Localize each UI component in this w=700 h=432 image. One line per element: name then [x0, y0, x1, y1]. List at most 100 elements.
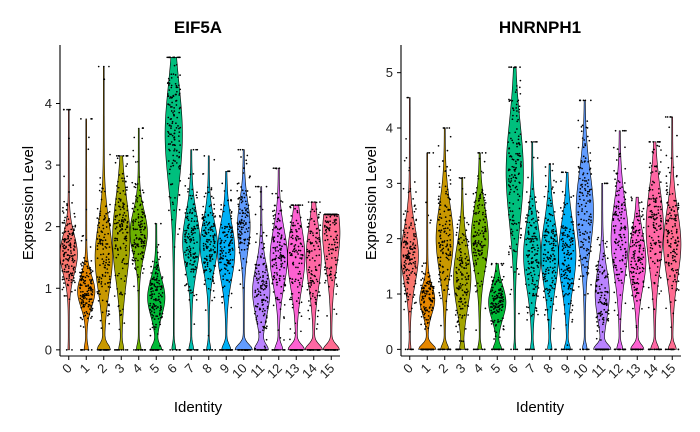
data-point: [508, 201, 511, 204]
data-point: [515, 103, 518, 106]
data-point: [466, 291, 468, 294]
data-point: [528, 284, 530, 286]
data-point: [280, 265, 283, 267]
data-point: [196, 215, 198, 218]
data-point: [223, 227, 226, 230]
data-point: [587, 236, 590, 239]
data-point: [228, 259, 230, 262]
data-point: [179, 126, 182, 129]
data-point: [132, 219, 135, 221]
data-point: [171, 201, 174, 204]
data-point: [292, 261, 295, 264]
data-point: [206, 241, 209, 243]
data-point: [475, 290, 477, 293]
data-point: [172, 95, 175, 98]
data-point: [567, 251, 570, 254]
data-point: [562, 225, 564, 227]
data-point: [204, 309, 207, 311]
data-point: [552, 230, 555, 233]
data-point: [104, 348, 106, 351]
data-point: [634, 242, 637, 244]
data-point: [193, 242, 196, 245]
data-point: [405, 294, 408, 297]
data-point: [256, 279, 259, 281]
data-point: [63, 175, 65, 178]
data-point: [473, 201, 476, 204]
data-point: [581, 241, 584, 244]
data-point: [437, 202, 440, 205]
data-point: [230, 306, 233, 309]
data-point: [571, 277, 574, 280]
data-point: [426, 322, 429, 324]
data-point: [225, 348, 228, 351]
data-point: [527, 230, 530, 233]
data-point: [476, 187, 478, 189]
data-point: [223, 246, 226, 248]
data-point: [276, 272, 278, 274]
data-point: [265, 320, 267, 322]
data-point: [306, 248, 309, 251]
data-point: [73, 212, 76, 215]
data-point: [258, 277, 260, 280]
data-point: [653, 165, 656, 168]
data-point: [598, 326, 600, 328]
x-tick-label: 1: [77, 361, 93, 377]
data-point: [266, 301, 269, 303]
data-point: [186, 217, 189, 220]
data-point: [545, 228, 548, 231]
data-point: [175, 162, 178, 164]
data-point: [63, 255, 65, 258]
data-point: [402, 267, 405, 270]
data-point: [579, 177, 581, 180]
data-point: [543, 314, 546, 316]
data-point: [569, 244, 572, 247]
data-point: [641, 270, 644, 273]
data-point: [96, 238, 99, 240]
data-point: [333, 219, 336, 221]
data-point: [309, 279, 312, 282]
data-point: [520, 164, 522, 167]
data-point: [295, 266, 297, 269]
data-point: [245, 261, 248, 263]
data-point: [660, 290, 663, 292]
data-point: [641, 253, 643, 256]
data-point: [324, 229, 327, 232]
data-point: [123, 212, 126, 214]
data-point: [79, 325, 82, 327]
data-point: [152, 278, 155, 281]
data-point: [326, 213, 329, 216]
data-point: [196, 224, 198, 227]
data-point: [413, 293, 416, 296]
data-point: [319, 211, 321, 214]
data-point: [460, 258, 463, 261]
data-point: [211, 228, 213, 231]
data-point: [273, 276, 276, 279]
data-point: [161, 286, 163, 289]
data-point: [405, 269, 408, 272]
data-point: [194, 231, 196, 234]
y-tick-label: 5: [386, 65, 393, 80]
data-point: [481, 213, 484, 216]
data-point: [154, 266, 156, 269]
data-point: [186, 206, 189, 208]
data-point: [631, 257, 633, 259]
data-point: [176, 90, 178, 93]
data-point: [437, 256, 440, 259]
data-point: [177, 135, 180, 137]
data-point: [241, 241, 243, 244]
data-point: [125, 237, 128, 240]
data-point: [479, 232, 482, 235]
data-point: [477, 229, 480, 232]
data-point: [430, 281, 433, 284]
data-point: [569, 228, 572, 231]
data-point: [63, 244, 66, 247]
data-point: [465, 264, 468, 267]
data-point: [532, 292, 535, 295]
data-point: [196, 148, 199, 151]
data-point: [431, 348, 434, 351]
data-point: [514, 168, 517, 171]
data-point: [195, 194, 198, 197]
data-point: [193, 220, 196, 223]
data-point: [153, 276, 155, 279]
data-point: [566, 344, 569, 346]
